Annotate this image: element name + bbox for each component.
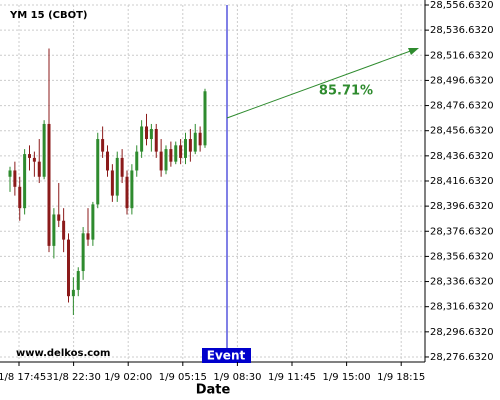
y-tick-label: 28,556.6320 — [430, 0, 494, 11]
candle-body — [67, 239, 70, 297]
candle-body — [62, 220, 66, 240]
candle-body — [110, 170, 114, 196]
candle-body — [188, 139, 192, 152]
y-tick-label: 28,536.6320 — [430, 25, 494, 36]
candle-body — [193, 132, 197, 152]
candle-body — [18, 186, 22, 209]
y-tick-label: 28,416.6320 — [430, 176, 494, 187]
x-tick-label: 1/9 15:00 — [323, 372, 371, 383]
candle-body — [52, 214, 56, 246]
y-tick-label: 28,276.6320 — [430, 352, 494, 363]
y-tick-label: 28,456.6320 — [430, 126, 494, 137]
x-tick-label: 31/8 22:30 — [46, 372, 100, 383]
y-tick-label: 28,496.6320 — [430, 75, 494, 86]
candle-body — [96, 139, 100, 205]
candle-body — [145, 126, 148, 140]
x-tick-label: 1/9 02:00 — [104, 372, 152, 383]
y-tick-label: 28,356.6320 — [430, 251, 494, 262]
candle-body — [42, 123, 46, 177]
candle-body — [76, 271, 80, 290]
chart-title: YM 15 (CBOT) — [9, 10, 88, 21]
arrow-head — [408, 48, 419, 55]
candle-body — [120, 157, 124, 177]
y-tick-label: 28,396.6320 — [430, 201, 494, 212]
candle-body — [32, 157, 36, 162]
candle-body — [81, 233, 85, 272]
x-tick-label: 31/8 17:45 — [0, 372, 46, 383]
candle-body — [169, 149, 173, 162]
y-tick-label: 28,516.6320 — [430, 50, 494, 61]
candle-body — [86, 233, 90, 240]
candle-body — [115, 157, 119, 196]
candle-body — [184, 139, 187, 158]
candle-body — [13, 170, 17, 187]
forecast-arrow — [226, 48, 417, 119]
y-tick-label: 28,476.6320 — [430, 101, 494, 112]
x-axis-title: Date — [196, 383, 231, 398]
y-tick-label: 28,436.6320 — [430, 151, 494, 162]
event-box — [202, 348, 251, 363]
candle-body — [28, 154, 31, 158]
event-label: Event — [207, 349, 246, 363]
y-tick-label: 28,316.6320 — [430, 302, 494, 313]
candles — [8, 48, 207, 316]
candle-body — [159, 151, 163, 171]
candle-body — [203, 91, 207, 146]
candle-body — [106, 151, 109, 171]
candle-body — [125, 176, 129, 209]
candle-body — [47, 123, 51, 246]
candle-body — [91, 204, 95, 240]
x-tick-label: 1/9 05:15 — [159, 372, 207, 383]
candle-body — [140, 126, 144, 152]
candle-body — [198, 132, 202, 146]
candle-body — [57, 214, 61, 221]
x-tick-label: 1/9 18:15 — [377, 372, 425, 383]
y-tick-label: 28,296.6320 — [430, 327, 494, 338]
candle-body — [149, 128, 153, 140]
candle-body — [154, 128, 158, 152]
annotation: 85.71% — [319, 84, 373, 99]
candle-body — [130, 170, 134, 209]
y-tick-label: 28,336.6320 — [430, 277, 494, 288]
x-tick-label: 1/9 08:30 — [213, 372, 261, 383]
x-tick-label: 1/9 11:45 — [268, 372, 316, 383]
candle-body — [135, 151, 139, 171]
candle-body — [101, 139, 105, 152]
watermark: www.delkos.com — [16, 348, 110, 359]
candle-body — [164, 149, 168, 171]
candle-body — [8, 170, 12, 177]
candle-body — [174, 145, 178, 162]
candle-body — [71, 289, 75, 297]
y-tick-label: 28,376.6320 — [430, 226, 494, 237]
candle-body — [179, 145, 183, 158]
candle-body — [23, 154, 27, 209]
candle-body — [37, 161, 41, 177]
